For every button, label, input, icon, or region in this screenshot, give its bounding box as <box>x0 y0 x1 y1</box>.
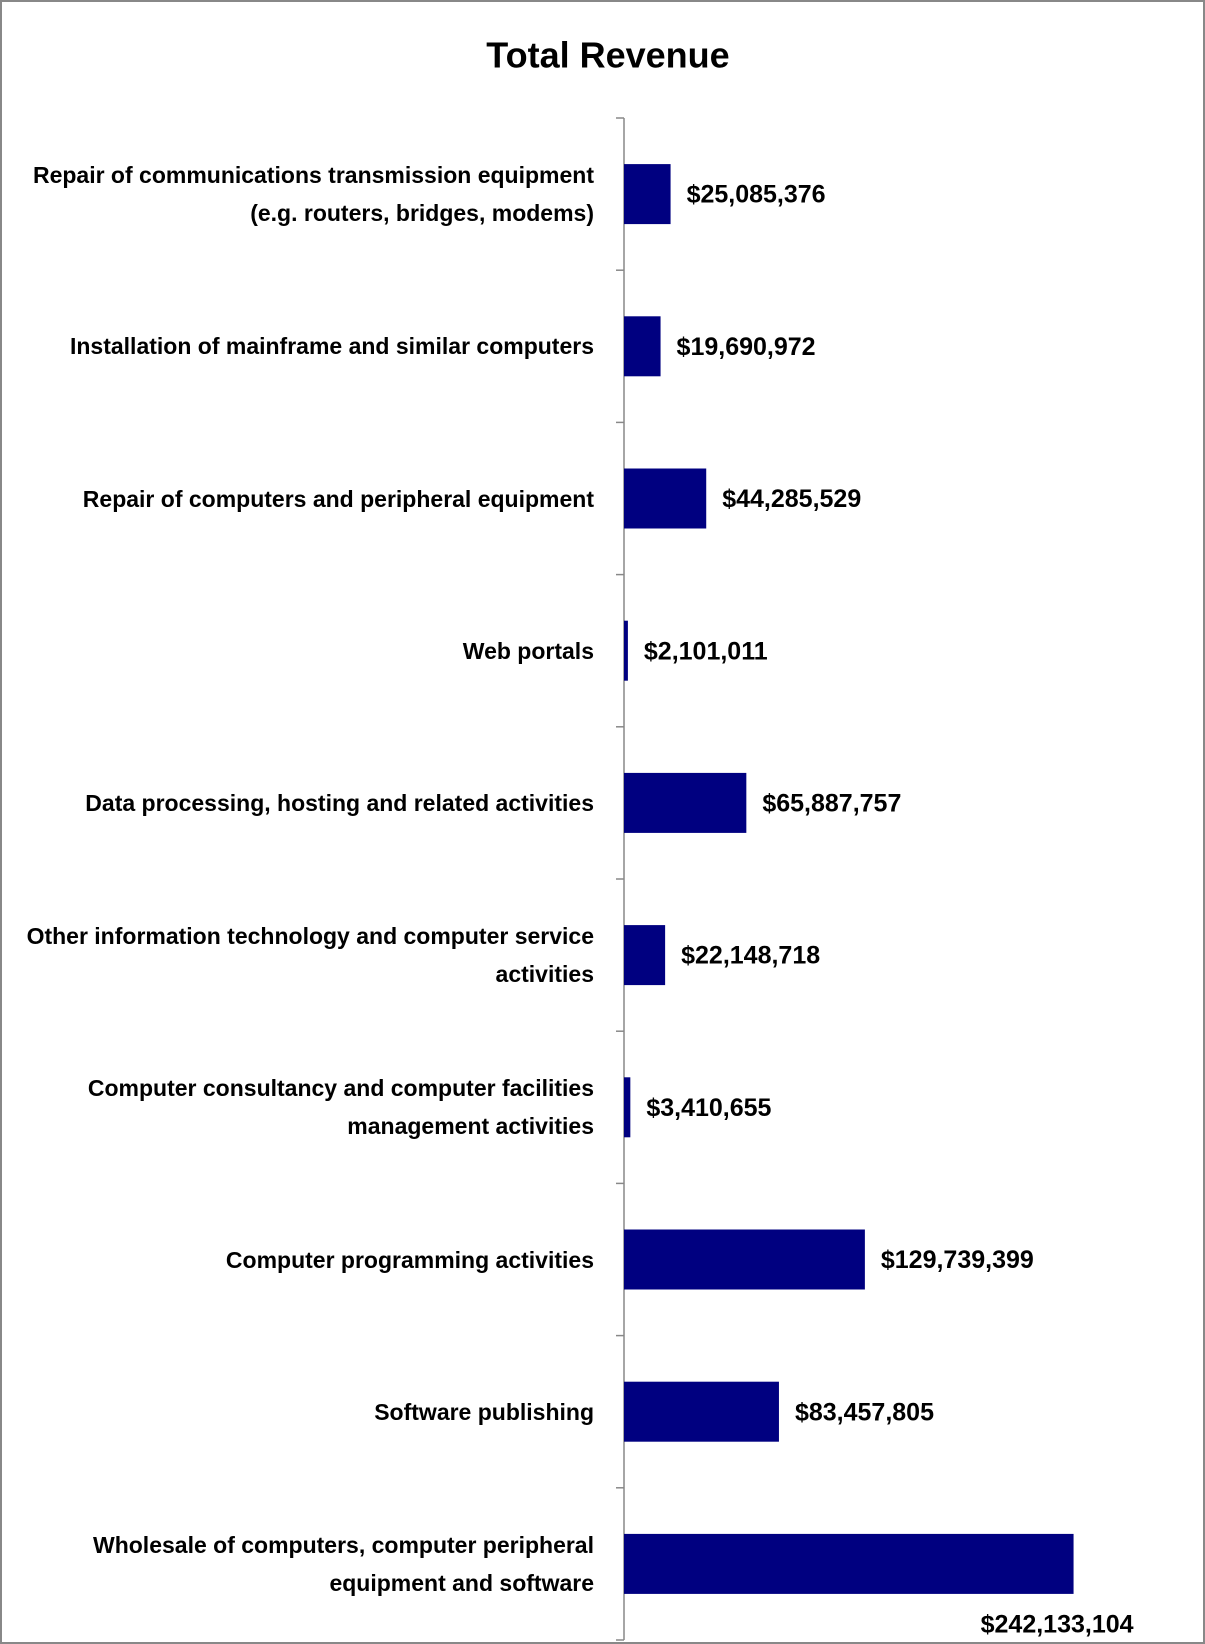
data-label: $129,739,399 <box>881 1246 1034 1274</box>
data-label: $242,133,104 <box>981 1611 1134 1639</box>
category-label: Computer programming activities <box>225 1246 594 1273</box>
category-label: Software publishing <box>374 1398 594 1425</box>
bar <box>624 164 671 225</box>
category-label: Data processing, hosting and related act… <box>85 789 594 816</box>
bar <box>624 925 666 986</box>
data-label: $44,285,529 <box>722 485 861 513</box>
bar <box>624 316 661 377</box>
category-label: Computer consultancy and computer facili… <box>87 1075 594 1140</box>
category-label: Installation of mainframe and similar co… <box>69 333 594 360</box>
bar <box>624 1381 779 1442</box>
category-label: Repair of computers and peripheral equip… <box>82 485 594 512</box>
data-label: $2,101,011 <box>644 637 768 665</box>
category-label: Repair of communications transmission eq… <box>32 162 594 227</box>
category-label: Wholesale of computers, computer periphe… <box>93 1531 594 1596</box>
data-label: $25,085,376 <box>687 181 826 209</box>
bar <box>624 620 628 681</box>
category-label: Other information technology and compute… <box>26 923 594 988</box>
data-label: $83,457,805 <box>795 1398 934 1426</box>
data-label: $22,148,718 <box>681 942 820 970</box>
chart-title: Total Revenue <box>486 35 729 76</box>
category-label: Web portals <box>462 637 594 664</box>
bar <box>624 1533 1074 1594</box>
bar <box>624 1229 865 1290</box>
bar <box>624 772 747 833</box>
data-label: $3,410,655 <box>646 1094 771 1122</box>
bar <box>624 468 707 529</box>
bar <box>624 1077 631 1138</box>
data-label: $19,690,972 <box>677 333 816 361</box>
data-label: $65,887,757 <box>762 790 901 818</box>
